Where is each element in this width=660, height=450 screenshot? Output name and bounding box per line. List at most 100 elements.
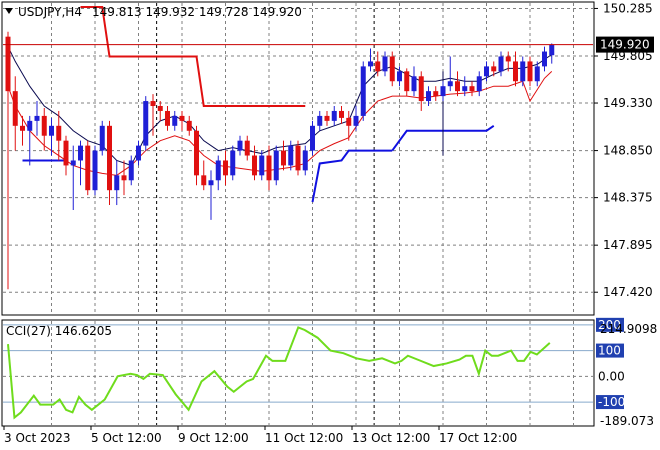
- candle-body: [5, 36, 11, 92]
- candle-body: [107, 125, 112, 191]
- candle-body: [498, 56, 504, 72]
- candle-body: [99, 125, 105, 151]
- candle: [513, 51, 518, 87]
- candle-body: [150, 101, 156, 107]
- candle: [259, 150, 265, 181]
- current-price-marker: 149.920: [596, 36, 654, 53]
- candle-body: [266, 155, 272, 181]
- candle: [469, 81, 475, 97]
- cci-max-label: 214.9098: [600, 322, 657, 336]
- candle-body: [353, 115, 359, 126]
- candle: [128, 155, 134, 186]
- candle-body: [310, 125, 315, 151]
- candle: [353, 106, 359, 131]
- candle: [230, 145, 236, 181]
- candle-body: [484, 66, 489, 77]
- candle: [49, 117, 54, 156]
- candle-body: [360, 66, 366, 116]
- candle: [201, 160, 207, 191]
- support-level: [391, 124, 495, 152]
- candle-body: [34, 115, 40, 121]
- candle-body: [375, 61, 381, 72]
- candle: [5, 31, 11, 290]
- candle-body: [389, 56, 395, 82]
- candle-body: [426, 91, 431, 102]
- price-tick-label: 148.850: [603, 144, 653, 158]
- candle-body: [273, 150, 279, 181]
- candle-body: [12, 91, 18, 126]
- candle-body: [339, 110, 344, 118]
- candle: [63, 135, 69, 176]
- candle: [455, 71, 460, 97]
- symbol-header: USDJPY,H4 149.813 149.932 149.728 149.92…: [5, 5, 302, 19]
- candle: [440, 81, 446, 102]
- candle: [527, 56, 533, 87]
- candle: [56, 110, 62, 161]
- candle: [339, 106, 344, 124]
- candle: [505, 51, 511, 72]
- candle-body: [194, 130, 199, 176]
- candle: [99, 120, 105, 156]
- candle-body: [455, 81, 460, 92]
- candle-body: [382, 56, 388, 72]
- price-pane: 150.285149.805149.330148.850148.375147.8…: [1, 1, 654, 316]
- candle: [252, 145, 257, 181]
- candle-body: [56, 125, 62, 141]
- candle-body: [404, 71, 410, 92]
- candle-body: [469, 86, 475, 92]
- candle-body: [317, 115, 323, 126]
- candle-body: [201, 175, 207, 186]
- candle: [194, 125, 199, 186]
- time-tick-label: 11 Oct 12:00: [265, 431, 343, 445]
- candle: [375, 51, 381, 77]
- candle: [179, 110, 185, 131]
- candle: [418, 71, 424, 111]
- candle-body: [49, 125, 54, 136]
- cci-min-label: -189.073: [600, 414, 654, 428]
- price-tick-label: 147.420: [603, 285, 653, 299]
- candle-body: [462, 86, 468, 92]
- candle-body: [418, 76, 424, 102]
- candle-body: [165, 110, 170, 126]
- candle: [150, 94, 156, 136]
- candle-body: [215, 160, 221, 181]
- candle: [165, 106, 170, 131]
- candle-body: [295, 145, 301, 171]
- candle-body: [302, 150, 308, 171]
- candle-body: [252, 155, 257, 176]
- candle: [244, 135, 250, 161]
- candle-body: [288, 145, 294, 166]
- candle-body: [230, 150, 236, 176]
- cci-level-label: 200: [598, 318, 621, 332]
- price-tick-label: 148.375: [603, 191, 653, 205]
- cci-pane-frame: [1, 319, 595, 427]
- time-tick-label: 3 Oct 2023: [4, 431, 71, 445]
- candle-body: [157, 106, 163, 111]
- time-tick-label: 13 Oct 12:00: [352, 431, 430, 445]
- candle: [534, 61, 540, 87]
- price-pane-frame: [1, 1, 595, 316]
- candle: [397, 66, 402, 87]
- candle: [288, 140, 294, 171]
- candle: [208, 170, 214, 220]
- candle: [121, 160, 127, 196]
- collapse-triangle-icon[interactable]: [5, 8, 13, 14]
- candle-body: [331, 110, 337, 121]
- candle: [237, 135, 243, 156]
- cci-header: CCI(27) 146.6205: [6, 324, 112, 338]
- candle-body: [136, 145, 141, 161]
- candle: [360, 61, 366, 121]
- candle-body: [114, 175, 120, 191]
- candle: [172, 110, 178, 131]
- candle: [368, 48, 373, 72]
- price-tick-label: 150.285: [603, 1, 653, 15]
- candle: [27, 115, 33, 166]
- candle-body: [527, 61, 533, 82]
- candle: [70, 145, 76, 211]
- candle: [157, 101, 163, 121]
- candle-body: [78, 145, 83, 161]
- candle-body: [237, 140, 243, 151]
- cci-level-tag: [596, 395, 624, 410]
